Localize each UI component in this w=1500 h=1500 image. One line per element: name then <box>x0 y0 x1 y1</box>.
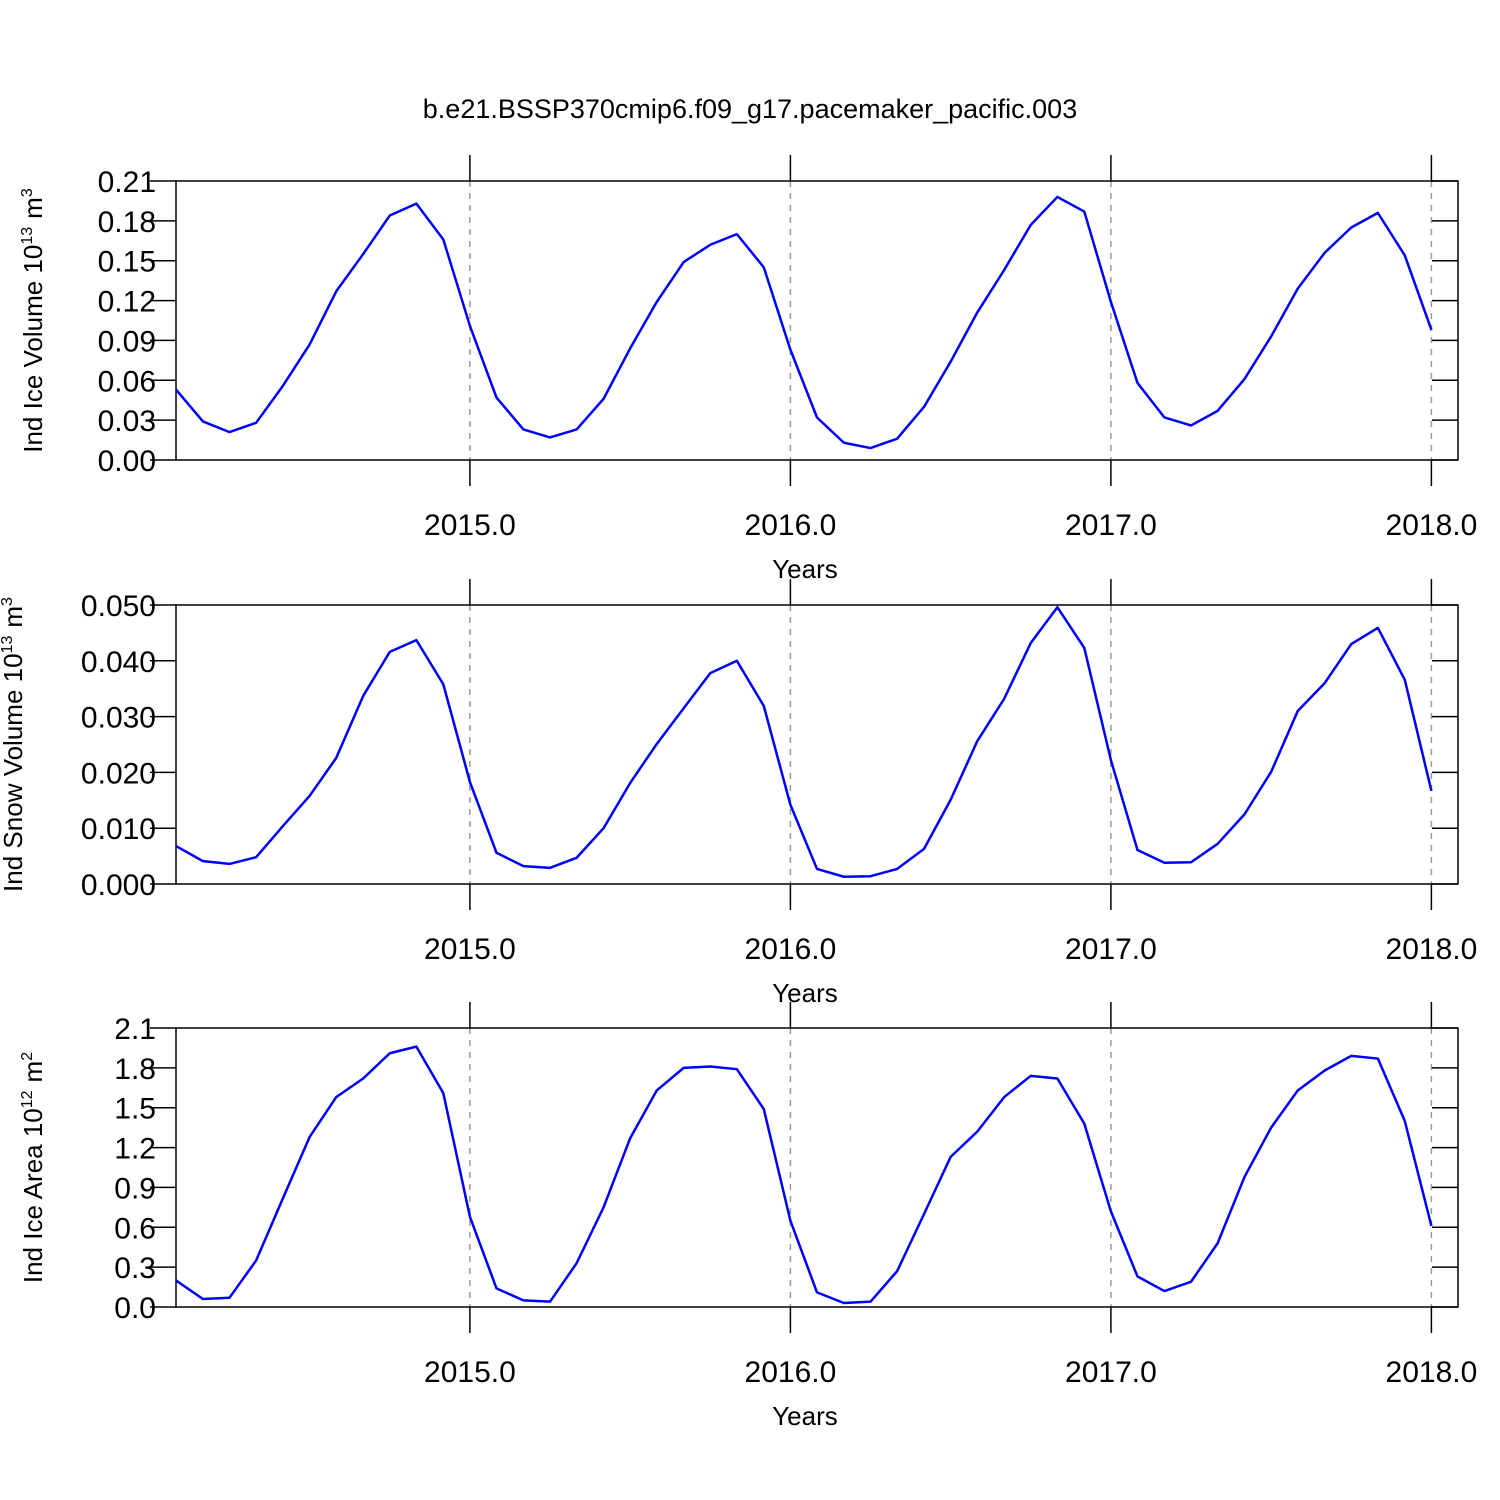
y-tick-label: 1.5 <box>114 1093 156 1126</box>
x-axis-label: Years <box>772 554 838 584</box>
y-axis-label-unit: m <box>18 197 48 219</box>
y-tick-label: 1.8 <box>114 1053 156 1086</box>
y-tick-label: 0.9 <box>114 1172 156 1205</box>
y-tick-label: 0.010 <box>81 813 156 846</box>
y-tick-label: 0.050 <box>81 590 156 623</box>
data-line <box>175 195 1433 450</box>
y-tick-label: 0.12 <box>98 286 156 319</box>
data-line <box>175 1045 1433 1305</box>
panel: 2015.0 2016.0 2017.0 2018.0 0.000 0.010 0.020 0… <box>0 579 1477 1008</box>
plot-frame <box>175 604 1459 885</box>
x-tick-label: 2015.0 <box>424 1356 516 1389</box>
plot-frame <box>175 180 1459 461</box>
y-axis-label: Ind Ice Volume 1013 m3 <box>18 188 48 453</box>
y-tick-label: 0.18 <box>98 206 156 239</box>
y-axis-label-text: Ind Ice Area 10 <box>18 1108 48 1283</box>
y-tick-label: 1.2 <box>114 1133 156 1166</box>
y-tick-label: 0.15 <box>98 246 156 279</box>
x-tick-label: 2018.0 <box>1386 509 1478 542</box>
y-tick-label: 0.030 <box>81 702 156 735</box>
x-tick-label: 2016.0 <box>745 933 837 966</box>
y-tick-label: 0.000 <box>81 869 156 902</box>
y-axis-label-exponent: 13 <box>19 227 36 245</box>
x-tick-label: 2017.0 <box>1065 933 1157 966</box>
y-tick-label: 0.06 <box>98 365 156 398</box>
x-tick-label: 2018.0 <box>1386 1356 1478 1389</box>
x-tick-label: 2016.0 <box>745 1356 837 1389</box>
y-tick-label: 0.6 <box>114 1212 156 1245</box>
y-tick-label: 0.040 <box>81 646 156 679</box>
y-axis-label-unit-exponent: 2 <box>19 1052 36 1061</box>
x-axis-label: Years <box>772 978 838 1008</box>
y-tick-label: 2.1 <box>114 1013 156 1046</box>
y-tick-label: 0.03 <box>98 405 156 438</box>
panel: 2015.0 2016.0 2017.0 2018.0 0.0 0.3 0.6 0.9 1.2 1… <box>18 1002 1477 1431</box>
y-axis-label-unit-exponent: 3 <box>19 188 36 197</box>
y-tick-label: 0.3 <box>114 1252 156 1285</box>
y-axis-label-exponent: 13 <box>0 636 16 654</box>
plot-frame <box>175 1027 1459 1308</box>
y-tick-label: 0.0 <box>114 1292 156 1325</box>
x-tick-label: 2015.0 <box>424 509 516 542</box>
y-axis-label-unit: m <box>0 606 28 628</box>
y-axis-label: Ind Ice Area 1012 m2 <box>18 1052 48 1283</box>
data-line <box>175 605 1433 878</box>
chart-title: b.e21.BSSP370cmip6.f09_g17.pacemaker_pac… <box>423 94 1077 124</box>
y-axis-label-text: Ind Snow Volume 10 <box>0 653 28 892</box>
x-tick-label: 2017.0 <box>1065 509 1157 542</box>
y-tick-label: 0.21 <box>98 166 156 199</box>
y-axis-label-unit: m <box>18 1061 48 1083</box>
y-axis-label: Ind Snow Volume 1013 m3 <box>0 597 28 892</box>
y-tick-label: 0.020 <box>81 757 156 790</box>
y-axis-label-exponent: 12 <box>19 1090 36 1108</box>
y-tick-label: 0.00 <box>98 445 156 478</box>
x-tick-label: 2016.0 <box>745 509 837 542</box>
y-axis-label-text: Ind Ice Volume 10 <box>18 245 48 453</box>
y-tick-label: 0.09 <box>98 325 156 358</box>
x-tick-label: 2018.0 <box>1386 933 1478 966</box>
x-tick-label: 2015.0 <box>424 933 516 966</box>
y-axis-label-unit-exponent: 3 <box>0 597 16 606</box>
x-tick-label: 2017.0 <box>1065 1356 1157 1389</box>
panel: b.e21.BSSP370cmip6.f09_g17.pacemaker_pac… <box>18 94 1477 584</box>
x-axis-label: Years <box>772 1401 838 1431</box>
